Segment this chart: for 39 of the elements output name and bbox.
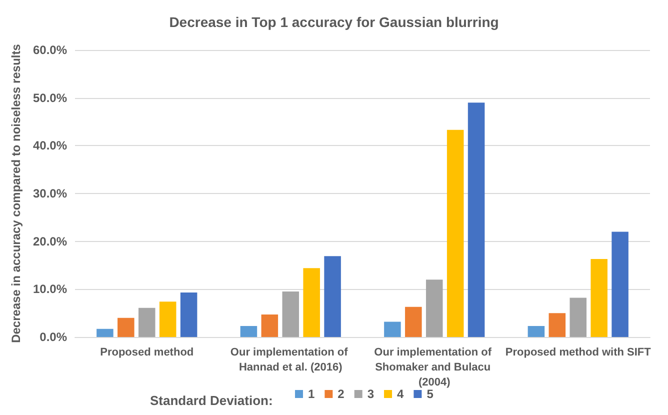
bar xyxy=(612,232,628,337)
y-axis-title: Decrease in accuracy compared to noiseless results xyxy=(9,44,24,343)
legend-label: 4 xyxy=(397,387,404,401)
x-tick-label: Proposed method with SIFT xyxy=(505,346,652,358)
y-tick-label: 60.0% xyxy=(32,43,68,57)
legend-label: 3 xyxy=(367,387,374,401)
bar xyxy=(426,280,443,337)
bar xyxy=(590,259,608,337)
bar xyxy=(528,326,545,337)
bar xyxy=(548,313,566,337)
bar xyxy=(261,314,278,337)
bar xyxy=(324,256,341,337)
x-tick-label: Our implementation of Hannad et al. (2016) xyxy=(230,346,351,374)
legend-label: 1 xyxy=(308,387,315,401)
bar xyxy=(384,322,401,337)
bar xyxy=(180,292,198,337)
legend-title: Standard Deviation: xyxy=(150,393,273,408)
bar xyxy=(240,326,258,337)
bar xyxy=(96,328,114,337)
chart-title: Decrease in Top 1 accuracy for Gaussian blurring xyxy=(169,14,499,30)
legend-label: 2 xyxy=(338,387,345,401)
y-tick-label: 30.0% xyxy=(32,186,68,200)
bar xyxy=(282,292,300,337)
x-tick-label: Our implementation of Shomaker and Bulacu (2004) xyxy=(374,346,495,388)
y-tick-label: 50.0% xyxy=(32,90,68,105)
y-tick-label: 40.0% xyxy=(32,138,68,153)
y-tick-label: 10.0% xyxy=(32,282,68,296)
bar xyxy=(138,308,156,337)
bar xyxy=(405,306,422,337)
x-tick-label: Proposed method xyxy=(100,346,194,358)
bar xyxy=(446,130,464,337)
bar xyxy=(468,102,485,337)
bar xyxy=(570,298,587,337)
bar xyxy=(159,302,176,337)
bar xyxy=(303,268,320,337)
y-tick-label: 0.0% xyxy=(40,330,68,344)
legend-label: 5 xyxy=(426,387,434,401)
bar xyxy=(118,318,134,337)
y-tick-label: 20.0% xyxy=(32,234,68,248)
